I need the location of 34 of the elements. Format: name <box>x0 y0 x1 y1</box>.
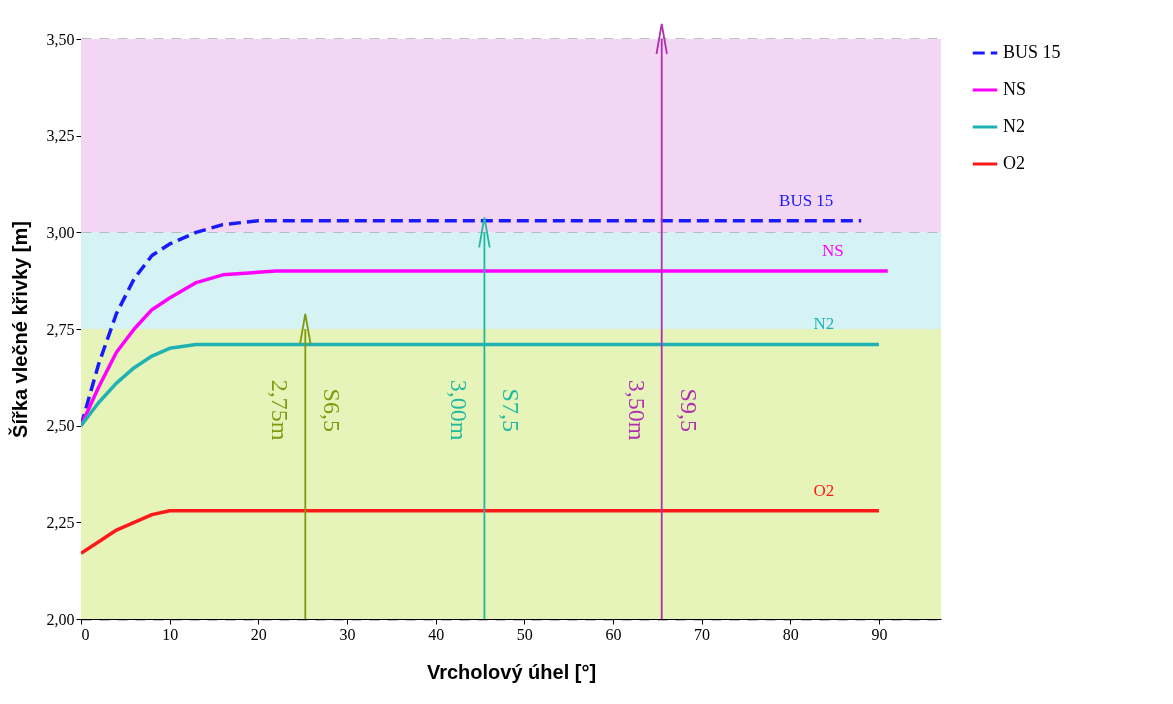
x-tick-label: 30 <box>339 625 356 643</box>
annotation: S7,5 <box>498 388 525 432</box>
x-tick-label: 70 <box>694 625 711 643</box>
y-axis-title: Šířka vlečné křivky [m] <box>7 221 31 438</box>
y-tick-label: 2,00 <box>46 610 75 628</box>
y-tick-label: 2,50 <box>46 417 75 435</box>
y-tick-label: 2,75 <box>46 320 75 338</box>
x-tick-label: 60 <box>605 625 622 643</box>
annotation: 2,75m <box>267 379 294 441</box>
annotation: 3,50m <box>623 379 650 441</box>
annotation: S9,5 <box>675 388 702 432</box>
legend-label: NS <box>1003 79 1027 99</box>
x-axis-title: Vrcholový úhel [°] <box>426 660 597 683</box>
text: N2 <box>813 314 835 334</box>
x-tick-label: 10 <box>162 625 179 643</box>
y-tick-label: 2,25 <box>46 513 75 531</box>
legend-label: BUS 15 <box>1003 42 1061 62</box>
text: NS <box>821 241 844 260</box>
legend-label: N2 <box>1003 116 1025 136</box>
y-tick-label: 3,25 <box>46 127 75 145</box>
y-tick-label: 3,50 <box>46 30 75 48</box>
y-tick-label: 3,00 <box>46 223 75 241</box>
text: O2 <box>813 480 835 500</box>
x-tick-label: 20 <box>250 625 267 643</box>
x-tick-label: 80 <box>782 625 799 643</box>
line-series <box>81 508 881 556</box>
text: BUS 15 <box>779 190 834 210</box>
legend-label: O2 <box>1003 153 1025 173</box>
x-tick-label: 50 <box>516 625 533 643</box>
annotation: 3,00m <box>446 379 473 441</box>
x-tick-label: 40 <box>428 625 445 643</box>
annotation: S6,5 <box>319 388 346 432</box>
x-tick-label: 90 <box>871 625 888 643</box>
x-tick-label: 0 <box>81 625 90 643</box>
